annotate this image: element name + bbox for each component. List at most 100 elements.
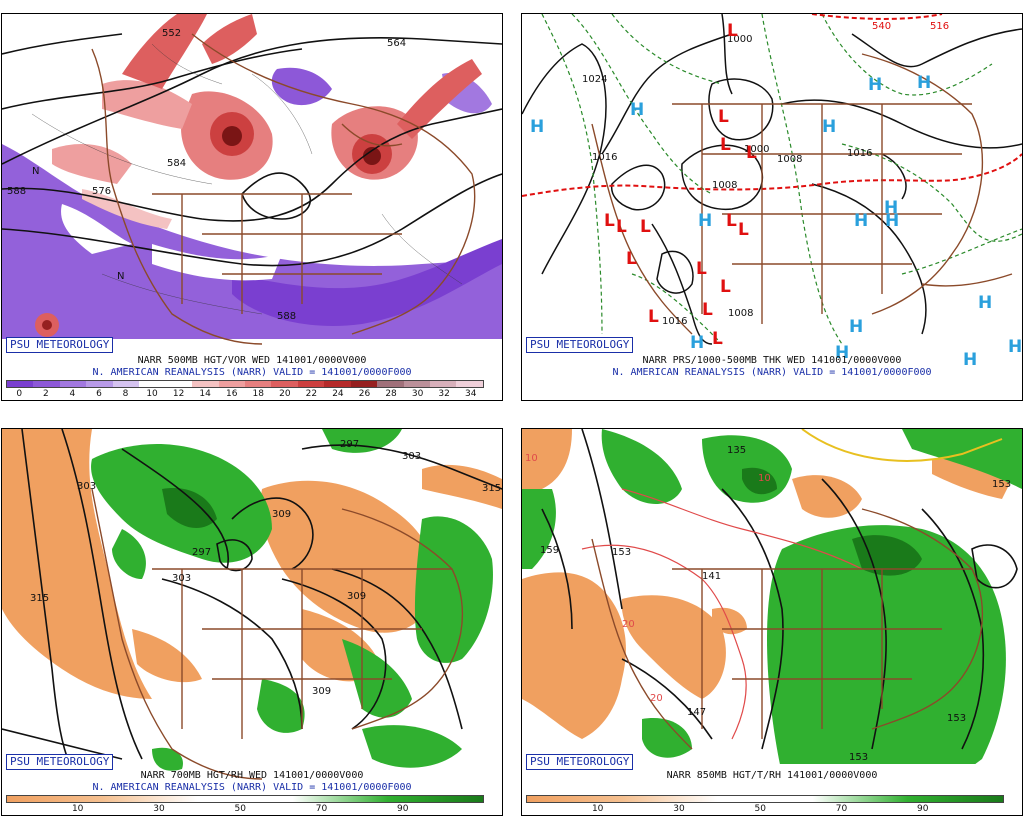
colorbar-swatch <box>430 381 457 387</box>
high-pressure-symbol: H <box>854 211 868 231</box>
contour-label: 159 <box>540 545 559 556</box>
colorbar-swatch <box>139 381 166 387</box>
dry-region-central <box>260 480 435 633</box>
contour-label: 303 <box>402 451 421 462</box>
colorbar-swatch <box>324 381 351 387</box>
contour-label: 315 <box>482 483 501 494</box>
panel-subtitle: N. AMERICAN REANALYSIS (NARR) VALID = 14… <box>92 367 412 378</box>
colorbar-tick: 10 <box>71 804 84 814</box>
contour-label: 584 <box>167 158 186 169</box>
high-pressure-symbol: H <box>978 293 992 313</box>
panel-title: NARR PRS/1000-500MB THK WED 141001/0000V… <box>642 355 902 366</box>
contour-label: 153 <box>612 547 631 558</box>
contour-label: 153 <box>849 752 868 763</box>
colorbar-tick: 22 <box>305 389 318 399</box>
low-pressure-symbol: L <box>640 217 651 237</box>
colorbar-tick: 0 <box>16 389 23 399</box>
colorbar-swatch <box>271 381 298 387</box>
contour-label: 153 <box>992 479 1011 490</box>
psu-meteorology-badge: PSU METEOROLOGY <box>526 754 634 770</box>
colorbar-tick: 12 <box>172 389 185 399</box>
low-pressure-symbol: L <box>726 211 737 231</box>
colorbar-swatch <box>350 381 378 387</box>
vorticity-colorbar-ticks: 0 2 4 6 8 10 12 14 16 18 20 22 24 26 28 30 32 34 <box>6 389 484 401</box>
temp-label: 20 <box>622 619 635 630</box>
panel-subtitle: N. AMERICAN REANALYSIS (NARR) VALID = 14… <box>612 367 932 378</box>
rh-colorbar-ticks: 10 30 50 70 90 <box>526 804 1004 816</box>
panel-850mb-rh: 135 159 153 141 147 153 153 153 10 20 20… <box>521 428 1023 816</box>
low-pressure-symbol: L <box>626 249 637 269</box>
panel-700mb-rh: 297 303 309 297 303 309 315 315 303 309 … <box>1 428 503 816</box>
colorbar-tick: 24 <box>332 389 344 399</box>
colorbar-tick: 70 <box>315 804 328 814</box>
thickness-label: 516 <box>930 21 949 32</box>
colorbar-tick: 8 <box>122 389 129 399</box>
colorbar-tick: 2 <box>42 389 49 399</box>
colorbar-tick: 34 <box>464 389 477 399</box>
colorbar-tick: 14 <box>199 389 211 399</box>
rh-colorbar <box>526 795 1004 803</box>
colorbar-tick: 30 <box>411 389 424 399</box>
vorticity-colorbar <box>6 380 484 388</box>
isobar-label: 1008 <box>712 180 737 191</box>
dry-region-southwest <box>522 572 626 739</box>
colorbar-tick: 18 <box>252 389 264 399</box>
colorbar-tick: 50 <box>234 804 246 814</box>
colorbar-tick: 70 <box>835 804 848 814</box>
colorbar-tick: 28 <box>385 389 397 399</box>
colorbar-swatch <box>7 381 34 387</box>
high-pressure-symbol: H <box>698 211 712 231</box>
high-pressure-symbol: H <box>849 317 863 337</box>
low-pressure-symbol: L <box>718 107 729 127</box>
low-pressure-symbol: L <box>720 135 731 155</box>
contour-label: 147 <box>687 707 706 718</box>
isobar-label: 1016 <box>847 148 872 159</box>
colorbar-swatch <box>297 381 325 387</box>
colorbar-tick: 90 <box>397 804 409 814</box>
colorbar-tick: 26 <box>358 389 371 399</box>
contour-label: 576 <box>92 186 111 197</box>
high-pressure-symbol: H <box>868 75 882 95</box>
contour-label: 297 <box>192 547 211 558</box>
high-pressure-symbol: H <box>884 198 898 218</box>
dry-region-west <box>2 429 152 699</box>
high-pressure-symbol: H <box>917 73 931 93</box>
contour-label: 135 <box>727 445 746 456</box>
panel-subtitle: N. AMERICAN REANALYSIS (NARR) VALID = 14… <box>92 782 412 793</box>
colorbar-swatch <box>403 381 430 387</box>
low-pressure-symbol: L <box>746 143 757 163</box>
contour-label: 141 <box>702 571 721 582</box>
contour-label: 303 <box>77 481 96 492</box>
low-pressure-symbol: L <box>648 307 659 327</box>
colorbar-swatch <box>59 381 87 387</box>
isobar-label: 1008 <box>728 308 753 319</box>
colorbar-tick: 20 <box>279 389 291 399</box>
high-pressure-symbol: H <box>963 350 977 370</box>
high-pressure-symbol: H <box>885 211 899 231</box>
low-pressure-symbol: L <box>712 329 723 349</box>
psu-meteorology-badge: PSU METEOROLOGY <box>6 754 114 770</box>
contour-label: 552 <box>162 28 181 39</box>
rh850-map: 135 159 153 141 147 153 153 153 10 20 20… <box>522 429 1022 815</box>
colorbar-swatch <box>86 381 113 387</box>
high-pressure-symbol: H <box>530 117 544 137</box>
isobar-label: 1000 <box>727 34 752 45</box>
psu-meteorology-badge: PSU METEOROLOGY <box>6 337 114 353</box>
contour-label: N <box>32 166 39 177</box>
colorbar-tick: 30 <box>153 804 165 814</box>
neg-vorticity-band <box>232 239 502 326</box>
colorbar-swatch <box>112 381 140 387</box>
rh-colorbar-ticks: 10 30 50 70 90 <box>6 804 484 816</box>
contour-label: 588 <box>277 311 296 322</box>
low-pressure-symbol: L <box>604 211 615 231</box>
colorbar-swatch <box>377 381 404 387</box>
contour-label: 315 <box>30 593 49 604</box>
thickness-label: 540 <box>872 21 891 32</box>
colorbar-tick: 10 <box>591 804 604 814</box>
temp-label: 10 <box>525 453 538 464</box>
temp-label: 20 <box>650 693 663 704</box>
contour-label: 588 <box>7 186 26 197</box>
low-pressure-symbol: L <box>702 300 713 320</box>
isobar-label: 1016 <box>662 316 687 327</box>
